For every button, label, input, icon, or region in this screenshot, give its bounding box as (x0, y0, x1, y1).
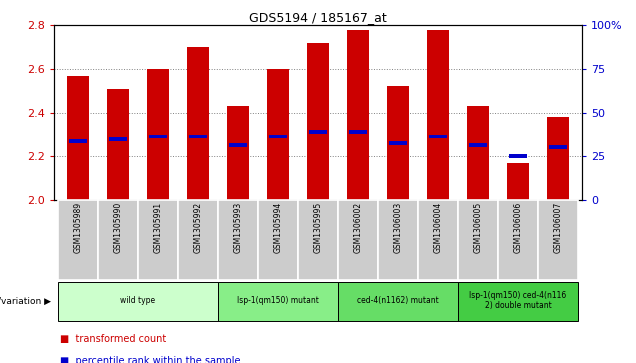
Text: GSM1306006: GSM1306006 (513, 202, 522, 253)
Text: GSM1305990: GSM1305990 (114, 202, 123, 253)
Bar (429, 135, 447, 138)
Bar (67, 76, 89, 200)
Bar (307, 43, 329, 200)
Bar (187, 47, 209, 200)
Text: GSM1305995: GSM1305995 (314, 202, 322, 253)
Bar (378, 200, 418, 280)
Bar (549, 146, 567, 149)
Bar (349, 130, 368, 134)
Bar (268, 135, 287, 138)
Bar (469, 143, 487, 147)
Text: genotype/variation ▶: genotype/variation ▶ (0, 297, 51, 306)
Text: GSM1306003: GSM1306003 (394, 202, 403, 253)
Bar (258, 200, 298, 280)
Bar (387, 86, 409, 200)
Bar (58, 282, 218, 321)
Bar (338, 200, 378, 280)
Bar (467, 106, 489, 200)
Bar (149, 135, 167, 138)
Bar (189, 135, 207, 138)
Bar (98, 200, 138, 280)
Bar (147, 69, 169, 200)
Bar (507, 163, 529, 200)
Text: GSM1306002: GSM1306002 (354, 202, 363, 253)
Bar (229, 143, 247, 147)
Bar (347, 30, 369, 200)
Text: GSM1305992: GSM1305992 (193, 202, 202, 253)
Bar (308, 130, 328, 134)
Text: GSM1306007: GSM1306007 (553, 202, 562, 253)
Text: GSM1305993: GSM1305993 (233, 202, 242, 253)
Bar (458, 200, 498, 280)
Text: GSM1305989: GSM1305989 (74, 202, 83, 253)
Bar (458, 282, 578, 321)
Text: ■  transformed count: ■ transformed count (60, 334, 167, 344)
Bar (267, 69, 289, 200)
Text: GSM1305991: GSM1305991 (153, 202, 163, 253)
Title: GDS5194 / 185167_at: GDS5194 / 185167_at (249, 11, 387, 24)
Text: GSM1306005: GSM1306005 (473, 202, 483, 253)
Text: GSM1305994: GSM1305994 (273, 202, 282, 253)
Bar (389, 141, 407, 145)
Text: ■  percentile rank within the sample: ■ percentile rank within the sample (60, 356, 241, 363)
Bar (109, 137, 127, 140)
Bar (58, 200, 98, 280)
Bar (338, 282, 458, 321)
Text: lsp-1(qm150) ced-4(n116
2) double mutant: lsp-1(qm150) ced-4(n116 2) double mutant (469, 291, 567, 310)
Text: ced-4(n1162) mutant: ced-4(n1162) mutant (357, 296, 439, 305)
Bar (227, 106, 249, 200)
Text: wild type: wild type (120, 296, 156, 305)
Bar (498, 200, 538, 280)
Bar (218, 200, 258, 280)
Bar (427, 30, 449, 200)
Bar (547, 117, 569, 200)
Bar (69, 139, 87, 143)
Text: lsp-1(qm150) mutant: lsp-1(qm150) mutant (237, 296, 319, 305)
Bar (509, 154, 527, 158)
Bar (418, 200, 458, 280)
Text: GSM1306004: GSM1306004 (434, 202, 443, 253)
Bar (138, 200, 178, 280)
Bar (218, 282, 338, 321)
Bar (538, 200, 578, 280)
Bar (298, 200, 338, 280)
Bar (107, 89, 129, 200)
Bar (178, 200, 218, 280)
